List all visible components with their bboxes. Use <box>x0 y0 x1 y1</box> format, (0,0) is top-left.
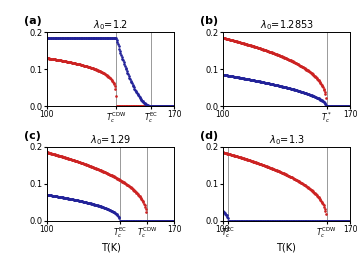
X-axis label: T(K): T(K) <box>101 242 121 252</box>
Title: $\lambda_0$=1.2853: $\lambda_0$=1.2853 <box>260 19 313 32</box>
Text: (b): (b) <box>200 16 218 26</box>
Text: (d): (d) <box>200 131 218 141</box>
Title: $\lambda_0$=1.2: $\lambda_0$=1.2 <box>93 19 128 32</box>
Title: $\lambda_0$=1.3: $\lambda_0$=1.3 <box>269 133 304 147</box>
Text: (c): (c) <box>24 131 41 141</box>
X-axis label: T(K): T(K) <box>277 242 296 252</box>
Title: $\lambda_0$=1.29: $\lambda_0$=1.29 <box>90 133 131 147</box>
Text: (a): (a) <box>24 16 42 26</box>
